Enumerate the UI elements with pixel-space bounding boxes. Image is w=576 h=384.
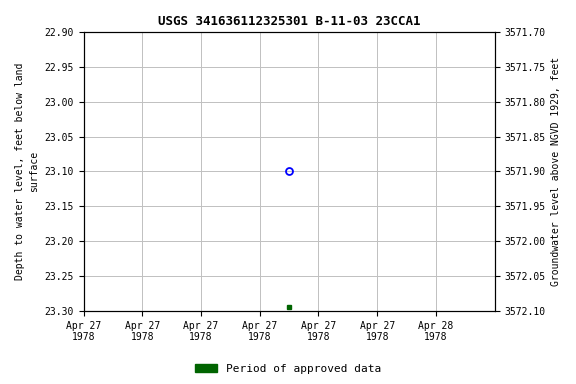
Y-axis label: Groundwater level above NGVD 1929, feet: Groundwater level above NGVD 1929, feet xyxy=(551,57,561,286)
Y-axis label: Depth to water level, feet below land
surface: Depth to water level, feet below land su… xyxy=(15,63,39,280)
Title: USGS 341636112325301 B-11-03 23CCA1: USGS 341636112325301 B-11-03 23CCA1 xyxy=(158,15,420,28)
Legend: Period of approved data: Period of approved data xyxy=(191,359,385,379)
